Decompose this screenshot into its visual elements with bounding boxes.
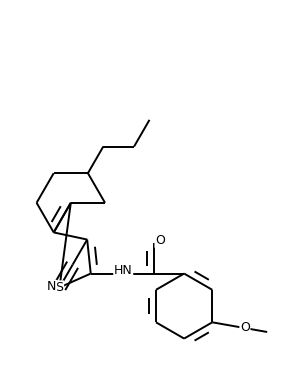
Text: O: O <box>240 321 250 334</box>
Text: HN: HN <box>114 264 133 277</box>
Text: O: O <box>155 234 165 247</box>
Text: N: N <box>47 280 56 293</box>
Text: S: S <box>56 281 63 294</box>
